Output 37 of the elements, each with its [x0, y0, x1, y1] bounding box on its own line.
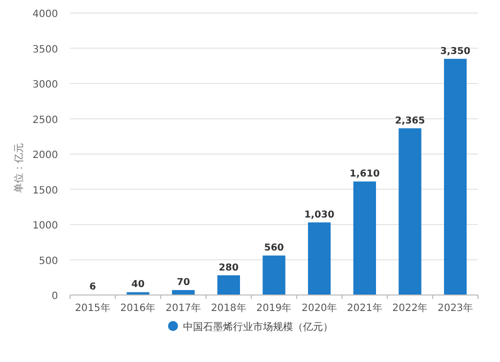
x-tick-label: 2019年 — [256, 302, 292, 314]
text: 280 — [218, 262, 239, 274]
text: 3,350 — [440, 46, 470, 57]
text: 560 — [264, 242, 284, 254]
x-tick-label: 2023年 — [438, 302, 474, 314]
y-tick-label: 2500 — [32, 114, 58, 126]
text: 70 — [176, 277, 190, 288]
y-axis-title: 单位：亿元 — [13, 143, 25, 193]
y-tick-label: 1000 — [32, 220, 58, 232]
x-tick-label: 2022年 — [392, 302, 428, 314]
bar — [126, 292, 150, 295]
y-tick-label: 3000 — [32, 80, 58, 90]
text: 2,365 — [394, 115, 426, 126]
bar — [262, 256, 286, 295]
text: 6 — [89, 282, 96, 293]
x-tick-label: 2018年 — [210, 302, 246, 314]
legend-label: 中国石墨烯行业市场规模（亿元） — [183, 321, 333, 333]
y-tick-label: 0 — [52, 291, 58, 302]
x-tick-label: 2016年 — [120, 302, 156, 314]
y-tick-label: 2000 — [32, 150, 58, 161]
y-tick-label: 3500 — [32, 44, 58, 56]
x-tick-label: 2015年 — [74, 302, 110, 314]
y-tick-label: 4000 — [32, 9, 58, 20]
bar — [172, 290, 195, 295]
text: 1,610 — [350, 168, 380, 180]
bar — [444, 58, 467, 295]
x-tick-label: 2021年 — [346, 302, 382, 314]
bar — [217, 275, 240, 295]
text: 40 — [131, 279, 145, 290]
bar — [353, 181, 376, 295]
x-tick-label: 2020年 — [302, 302, 338, 314]
text: 1,030 — [304, 209, 334, 220]
bar — [398, 128, 422, 295]
y-tick-label: 500 — [38, 256, 58, 267]
bar — [308, 222, 331, 295]
y-tick-label: 1500 — [32, 185, 58, 196]
x-tick-label: 2017年 — [166, 302, 202, 314]
